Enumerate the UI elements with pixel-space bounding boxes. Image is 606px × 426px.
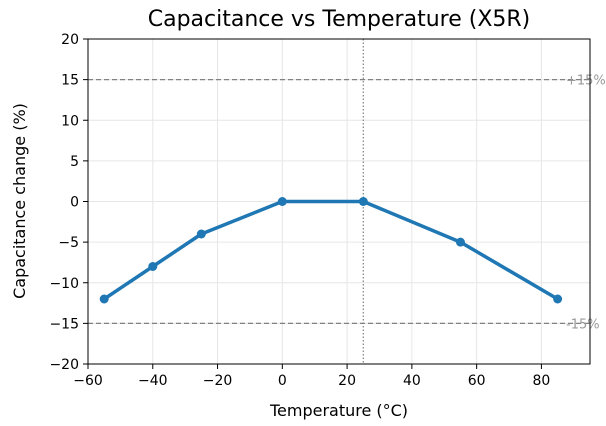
x-tick-label: 40 [403, 373, 421, 389]
y-tick-label: −5 [58, 235, 79, 251]
x-tick-label: 60 [468, 373, 486, 389]
series [99, 197, 563, 304]
y-tick-label: 20 [61, 32, 79, 48]
reference-hline-label: +15% [566, 74, 606, 89]
x-tick-label: −40 [138, 373, 168, 389]
ticks: −60 −40 −20 0 20 40 60 80 −20 −15 −10 −5 0 5 10 15 20 [49, 32, 550, 389]
data-point [99, 294, 109, 304]
x-tick-label: −20 [203, 373, 233, 389]
reference-hline-label: -15% [566, 317, 600, 332]
x-tick-label: 20 [338, 373, 356, 389]
y-tick-label: 0 [70, 195, 79, 211]
y-tick-label: 5 [70, 154, 79, 170]
data-point [553, 294, 563, 304]
y-axis-title: Capacitance change (%) [10, 103, 29, 299]
x-tick-label: −60 [73, 373, 103, 389]
data-point [277, 197, 287, 206]
x-tick-label: 0 [278, 373, 287, 389]
y-tick-label: 15 [61, 73, 79, 89]
data-point [148, 262, 158, 271]
data-point [358, 197, 368, 206]
y-tick-label: 10 [61, 113, 79, 129]
x-axis-title: Temperature (°C) [269, 401, 408, 420]
y-tick-label: −20 [49, 357, 79, 373]
data-point [455, 237, 465, 247]
y-tick-label: −15 [49, 316, 79, 332]
data-point [196, 229, 206, 239]
x-tick-label: 80 [533, 373, 551, 389]
chart-title: Capacitance vs Temperature (X5R) [148, 7, 531, 32]
y-tick-label: −10 [49, 276, 79, 292]
reference-lines: +15% -15% [88, 39, 606, 364]
